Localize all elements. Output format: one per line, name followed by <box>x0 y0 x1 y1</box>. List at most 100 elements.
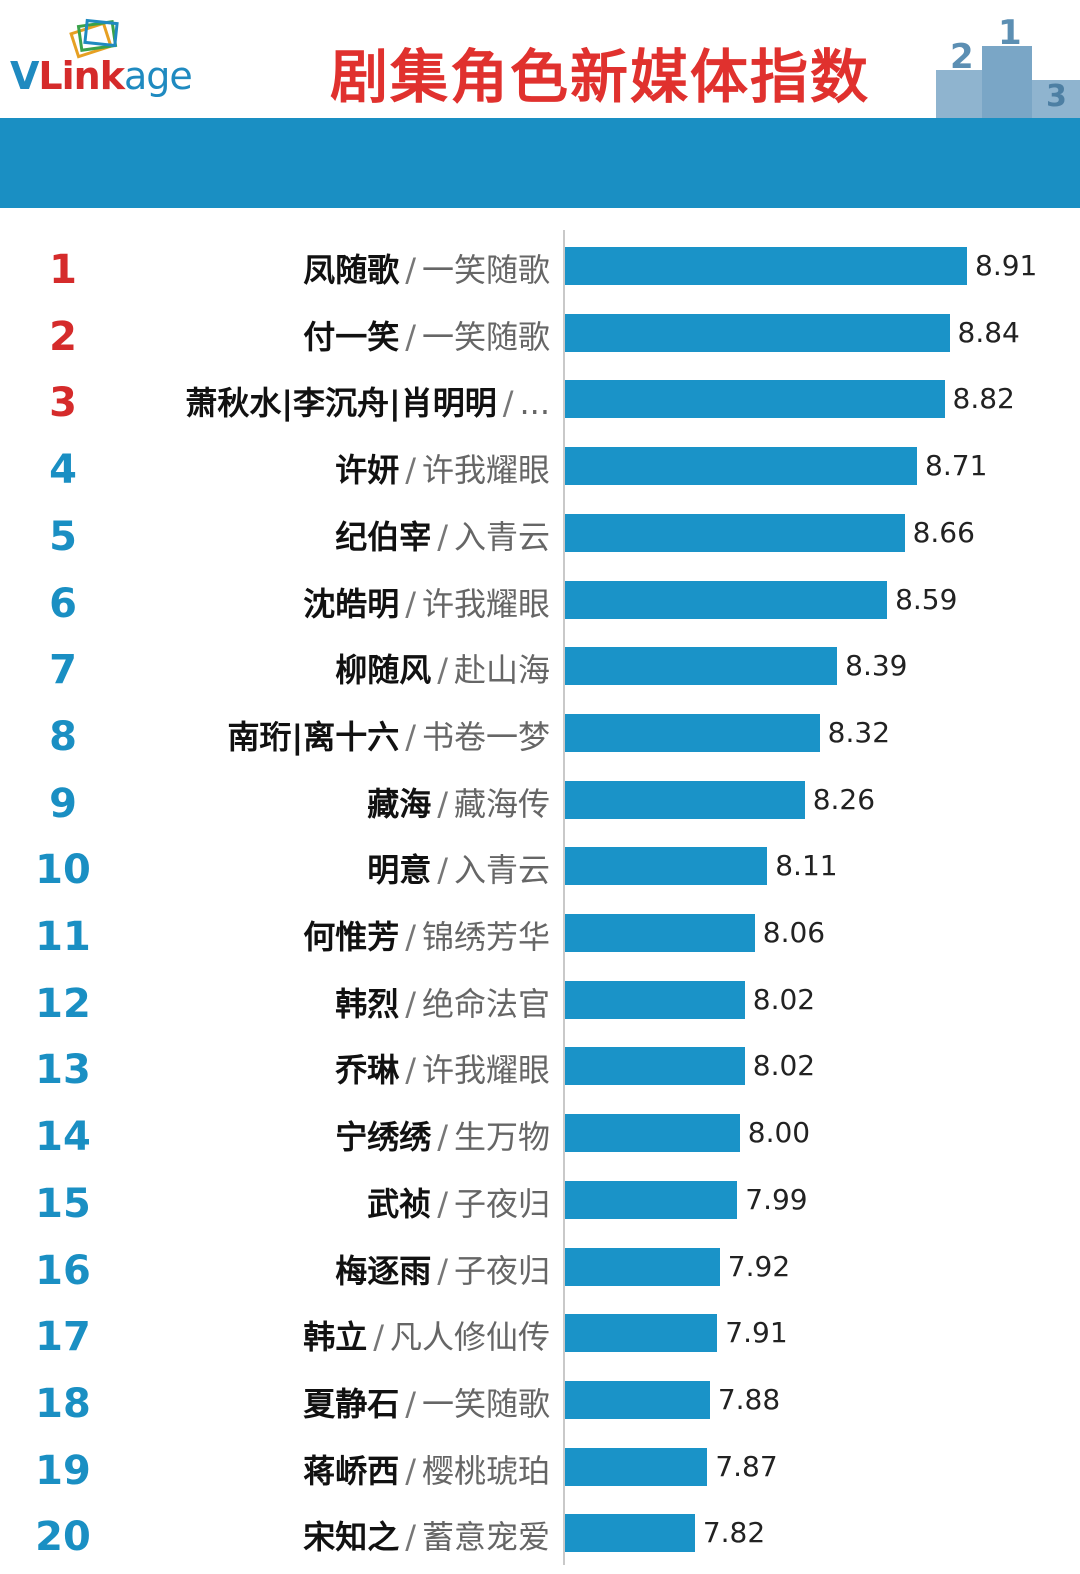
separator: / <box>405 1518 416 1557</box>
category-label: 夏静石 / 一笑随歌 <box>303 1379 550 1425</box>
separator: / <box>405 918 416 956</box>
separator: / <box>405 251 416 289</box>
show-name: 赴山海 <box>453 651 550 690</box>
value-label: 7.82 <box>702 1516 766 1550</box>
character-name: 明意 <box>367 851 432 890</box>
separator: / <box>437 1184 448 1223</box>
value-label: 7.91 <box>725 1316 788 1350</box>
category-label: 柳随风 / 赴山海 <box>335 645 550 691</box>
chart-row: 2 付一笑 / 一笑随歌 8.84 <box>0 302 1080 368</box>
bar <box>565 1247 720 1286</box>
rank-label: 6 <box>49 580 77 627</box>
separator: / <box>437 784 448 823</box>
bar <box>565 1314 718 1353</box>
character-name: 萧秋水|李沉舟|肖明明 <box>185 384 497 423</box>
chart-axis <box>563 230 565 1565</box>
character-name: 付一笑 <box>303 317 400 356</box>
value-label: 8.02 <box>752 982 816 1016</box>
bar <box>565 1447 708 1486</box>
bar <box>565 780 805 819</box>
show-name: 许我耀眼 <box>421 584 550 623</box>
value-label: 8.66 <box>912 515 975 549</box>
show-name: 许我耀眼 <box>421 1051 550 1090</box>
logo-link: Link <box>38 54 125 98</box>
character-name: 何惟芳 <box>303 918 400 956</box>
chart-row: 11 何惟芳 / 锦绣芳华 8.06 <box>0 902 1080 968</box>
logo-age: age <box>124 54 193 98</box>
chart-row: 3 萧秋水|李沉舟|肖明明 /... 8.82 <box>0 368 1080 434</box>
show-name: 一笑随歌 <box>421 317 550 356</box>
chart-row: 9 藏海 / 藏海传 8.26 <box>0 769 1080 835</box>
separator: / <box>405 1384 416 1423</box>
rank-label: 1 <box>49 247 77 293</box>
character-name: 宋知之 <box>303 1518 400 1557</box>
bar <box>565 1114 740 1153</box>
value-label: 8.82 <box>952 382 1015 416</box>
rank-label: 4 <box>49 447 77 494</box>
bar <box>565 313 950 352</box>
svg-text:2: 2 <box>950 37 974 77</box>
bar <box>565 447 918 486</box>
show-name: 锦绣芳华 <box>421 918 550 956</box>
page-title: 剧集角色新媒体指数 <box>329 43 870 111</box>
show-name: 一笑随歌 <box>421 251 550 289</box>
show-name: ... <box>519 384 550 423</box>
character-name: 夏静石 <box>303 1384 400 1423</box>
separator: / <box>373 1318 384 1357</box>
bar <box>565 914 755 952</box>
chart-row: 17 韩立 / 凡人修仙传 7.91 <box>0 1302 1080 1368</box>
show-name: 凡人修仙传 <box>389 1318 550 1357</box>
rank-label: 18 <box>35 1380 91 1427</box>
vlinkage-logo: VLinkage <box>10 14 240 104</box>
value-label: 7.92 <box>727 1249 791 1283</box>
show-name: 书卷一梦 <box>421 717 550 756</box>
bar <box>565 380 945 419</box>
character-name: 乔琳 <box>335 1051 400 1090</box>
svg-text:1: 1 <box>998 13 1022 53</box>
separator: / <box>405 451 416 490</box>
chart-row: 8 南珩|离十六 / 书卷一梦 8.32 <box>0 702 1080 768</box>
bar <box>565 513 905 552</box>
value-label: 8.26 <box>812 782 876 816</box>
separator: / <box>437 517 448 556</box>
rank-label: 15 <box>35 1180 91 1227</box>
show-name: 许我耀眼 <box>421 451 550 490</box>
rank-label: 17 <box>35 1314 91 1361</box>
rank-label: 10 <box>35 847 91 894</box>
show-name: 藏海传 <box>453 784 550 823</box>
category-label: 乔琳 / 许我耀眼 <box>335 1045 550 1091</box>
character-name: 沈皓明 <box>303 584 400 623</box>
rank-label: 12 <box>35 980 91 1027</box>
character-name: 许妍 <box>335 451 400 490</box>
podium-icon: 2 1 3 <box>936 13 1080 118</box>
separator: / <box>405 1051 416 1090</box>
show-name: 樱桃琥珀 <box>421 1451 550 1490</box>
separator: / <box>437 851 448 890</box>
category-label: 武祯 / 子夜归 <box>367 1179 550 1225</box>
chart-row: 1 凤随歌 / 一笑随歌 8.91 <box>0 235 1080 301</box>
separator: / <box>405 317 416 356</box>
bar <box>565 1380 710 1419</box>
chart-row: 10 明意 / 入青云 8.11 <box>0 835 1080 901</box>
separator: / <box>405 984 416 1023</box>
category-label: 梅逐雨 / 子夜归 <box>335 1246 550 1292</box>
svg-text:3: 3 <box>1046 79 1067 114</box>
bar <box>565 247 967 285</box>
rank-label: 16 <box>35 1247 91 1294</box>
chart-row: 5 纪伯宰 / 入青云 8.66 <box>0 502 1080 568</box>
show-name: 生万物 <box>453 1118 550 1157</box>
category-label: 纪伯宰 / 入青云 <box>335 512 550 558</box>
bar <box>565 980 745 1019</box>
rank-label: 8 <box>49 713 77 760</box>
rank-label: 19 <box>35 1447 91 1494</box>
bar <box>565 1180 738 1219</box>
category-label: 许妍 / 许我耀眼 <box>335 445 550 491</box>
chart-row: 16 梅逐雨 / 子夜归 7.92 <box>0 1236 1080 1302</box>
value-label: 8.06 <box>762 916 826 949</box>
character-name: 蒋峤西 <box>303 1451 400 1490</box>
category-label: 明意 / 入青云 <box>367 845 550 891</box>
rank-label: 14 <box>35 1114 91 1161</box>
title-band <box>0 118 1080 208</box>
rank-label: 5 <box>49 513 77 560</box>
chart-row: 13 乔琳 / 许我耀眼 8.02 <box>0 1035 1080 1101</box>
